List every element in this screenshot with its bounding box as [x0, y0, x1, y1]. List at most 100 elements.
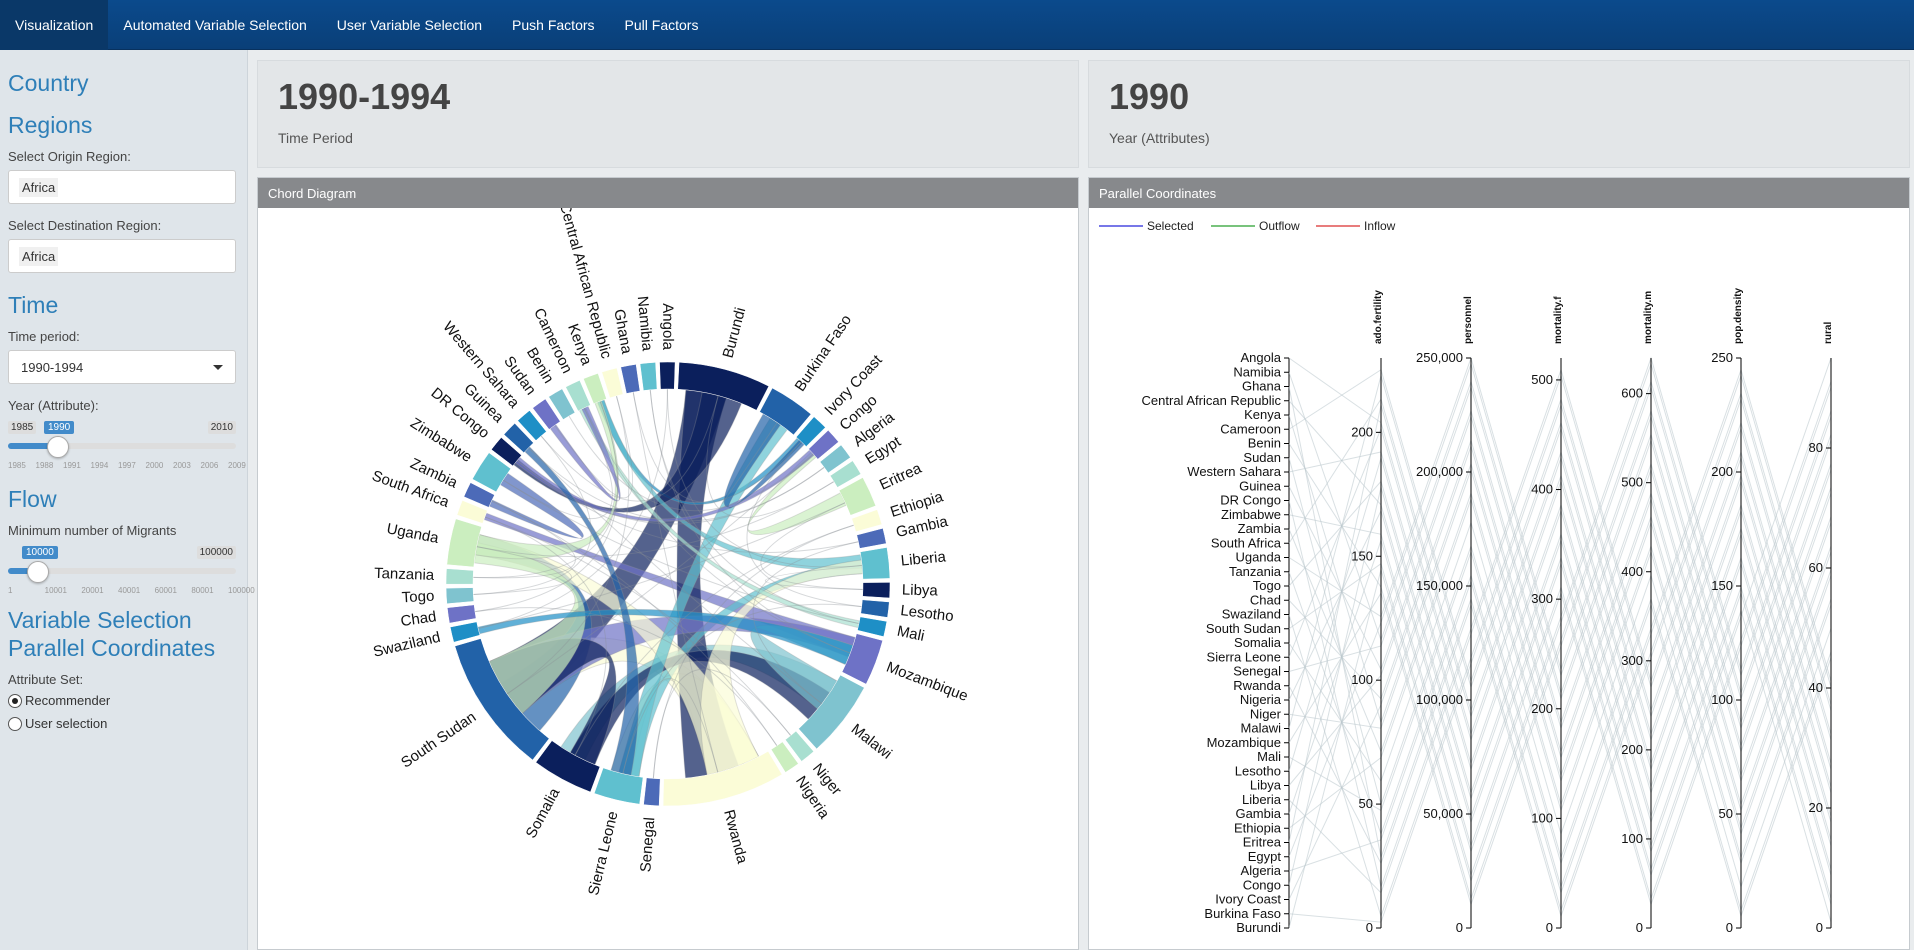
- country-axis-label: Gambia: [1235, 806, 1281, 821]
- chord-group-arc[interactable]: [593, 767, 644, 805]
- chord-group-arc[interactable]: [601, 367, 624, 399]
- year-slider[interactable]: 1985 1990 2010 1985 1988 1991 1994 1997 2000 2…: [8, 419, 246, 477]
- chord-group-arc[interactable]: [446, 604, 477, 624]
- chord-thin-link: [554, 395, 633, 499]
- chord-country-label: Lesotho: [900, 602, 955, 625]
- chord-group-arc[interactable]: [548, 388, 576, 420]
- pc-axis[interactable]: personnel 0 50,000 100,000 150,000 200,000 250…: [1416, 296, 1474, 935]
- variable-selection-heading: Variable Selection: [8, 607, 192, 633]
- chord-thin-link: [502, 479, 860, 625]
- chord-group-arc[interactable]: [819, 444, 851, 474]
- chord-group-arc[interactable]: [662, 750, 783, 807]
- radio-user-selection[interactable]: User selection: [8, 716, 239, 731]
- chord-group-arc[interactable]: [463, 482, 495, 508]
- chord-group-arc[interactable]: [798, 674, 865, 750]
- migrants-slider-handle[interactable]: [27, 561, 49, 583]
- chord-ribbon[interactable]: [488, 472, 584, 539]
- chord-group-arc[interactable]: [857, 616, 888, 637]
- chord-group-arc[interactable]: [784, 730, 815, 762]
- chord-group-arc[interactable]: [456, 500, 488, 524]
- migrants-slider-track[interactable]: [8, 568, 236, 574]
- pc-axis-tick-label: 50,000: [1423, 806, 1463, 821]
- chord-group-arc[interactable]: [472, 452, 512, 493]
- nav-tab-pull-factors[interactable]: Pull Factors: [624, 16, 699, 33]
- pc-axis[interactable]: mortality.f 0 100 200 300 400 500: [1531, 296, 1564, 935]
- chord-group-arc[interactable]: [770, 741, 799, 773]
- chord-group-arc[interactable]: [445, 568, 474, 585]
- migrants-slider-max: 100000: [196, 546, 236, 559]
- country-axis-label: DR Congo: [1220, 493, 1281, 508]
- chord-group-arc[interactable]: [643, 777, 661, 807]
- slider-tick-label: 2006: [200, 461, 219, 470]
- nav-tab-user-variable-selection[interactable]: User Variable Selection: [336, 16, 483, 33]
- chord-thin-link: [516, 460, 859, 553]
- chord-thin-link: [574, 524, 855, 756]
- country-axis-label: Ivory Coast: [1215, 892, 1281, 907]
- chord-group-arc[interactable]: [829, 460, 862, 488]
- country-axis-label: Benin: [1248, 436, 1281, 451]
- chord-group-arc[interactable]: [620, 364, 641, 394]
- chord-group-arc[interactable]: [851, 509, 883, 532]
- chord-group-arc[interactable]: [759, 387, 812, 436]
- chord-group-arc[interactable]: [517, 410, 547, 441]
- radio-recommender[interactable]: Recommender: [8, 693, 239, 708]
- pc-axis-tick-label: 100,000: [1416, 692, 1463, 707]
- chord-group-arc[interactable]: [454, 638, 550, 761]
- pc-axis[interactable]: mortality.m 0 100 200 300 400 500 600: [1621, 291, 1654, 935]
- origin-region-input[interactable]: Africa: [8, 170, 236, 204]
- chord-group-arc[interactable]: [841, 633, 883, 685]
- pc-axis-tick-label: 250,000: [1416, 350, 1463, 365]
- pc-axis-tick-label: 150: [1711, 578, 1733, 593]
- migrants-slider[interactable]: 10000 100000 1 10001 20001 40001 60001 80001 1…: [8, 544, 255, 602]
- chord-group-arc[interactable]: [449, 621, 481, 643]
- nav-tab-push-factors[interactable]: Push Factors: [512, 16, 595, 33]
- radio-checked-icon[interactable]: [8, 693, 22, 708]
- year-slider-track[interactable]: [8, 443, 236, 449]
- parallel-coordinates-header: Parallel Coordinates: [1089, 178, 1909, 208]
- year-slider-handle[interactable]: [47, 436, 69, 458]
- nav-tab-automated-variable-selection[interactable]: Automated Variable Selection: [123, 16, 307, 33]
- chord-group-arc[interactable]: [795, 416, 826, 447]
- chord-group-arc[interactable]: [860, 547, 891, 580]
- country-axis-label: Somalia: [1234, 635, 1282, 650]
- country-axis-label: Congo: [1243, 877, 1281, 892]
- chord-group-arc[interactable]: [639, 362, 658, 391]
- pc-axis[interactable]: ado.fertility 0 50 100 150 200: [1351, 290, 1384, 935]
- radio-unchecked-icon[interactable]: [8, 716, 22, 731]
- time-period-select[interactable]: 1990-1994: [8, 350, 236, 384]
- chord-country-label: Tanzania: [374, 565, 435, 584]
- chord-group-arc[interactable]: [583, 373, 607, 405]
- pc-axis-tick-label: 0: [1366, 920, 1373, 935]
- pc-polyline[interactable]: [1288, 426, 1832, 846]
- chord-group-arc[interactable]: [532, 398, 561, 430]
- pc-axis[interactable]: rural 0 20 40 60 80: [1809, 322, 1834, 935]
- chord-group-arc[interactable]: [808, 429, 839, 460]
- slider-tick-label: 20001: [81, 586, 104, 595]
- destination-region-input[interactable]: Africa: [8, 239, 236, 273]
- chord-group-arc[interactable]: [535, 740, 601, 793]
- parallel-coordinates-plot[interactable]: Selected Outflow InflowAngolaNamibiaGhanaC…: [1089, 208, 1909, 950]
- chord-group-arc[interactable]: [565, 379, 591, 412]
- nav-tab-visualization[interactable]: Visualization: [0, 0, 109, 50]
- chord-group-arc[interactable]: [856, 527, 887, 549]
- chord-group-arc[interactable]: [862, 582, 891, 599]
- chord-thin-link: [478, 388, 668, 630]
- chord-thin-link: [649, 389, 851, 654]
- chord-group-arc[interactable]: [491, 437, 522, 467]
- pc-axis-tick-label: 80: [1809, 440, 1823, 455]
- chord-group-arc[interactable]: [503, 422, 534, 454]
- chord-group-arc[interactable]: [860, 599, 890, 618]
- chord-group-arc[interactable]: [677, 362, 770, 411]
- chord-group-arc[interactable]: [659, 361, 676, 390]
- pc-polyline[interactable]: [1288, 415, 1832, 786]
- chord-thin-link: [752, 541, 859, 705]
- attribute-set-label: Attribute Set:: [8, 672, 84, 687]
- chord-group-arc[interactable]: [838, 477, 877, 516]
- chord-group-arc[interactable]: [445, 587, 475, 605]
- chord-diagram-header: Chord Diagram: [258, 178, 1078, 208]
- chord-group-arc[interactable]: [446, 518, 482, 568]
- flow-heading: Flow: [8, 486, 57, 512]
- chord-country-label: Malawi: [848, 721, 895, 763]
- pc-axis[interactable]: pop.density 0 50 100 150 200 250: [1711, 287, 1744, 935]
